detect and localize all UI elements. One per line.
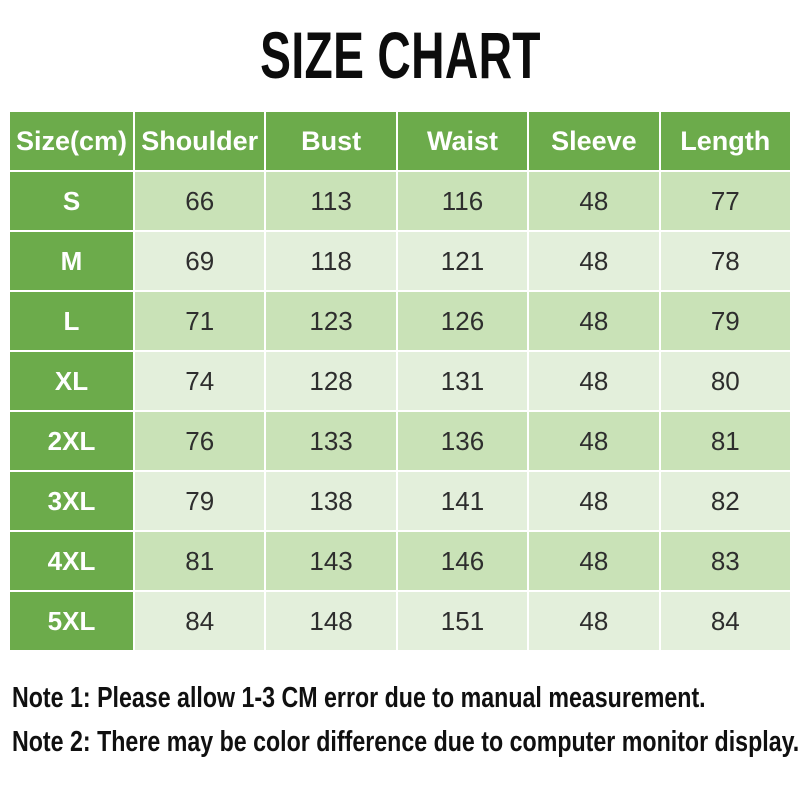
column-header-length: Length: [660, 112, 790, 170]
size-label-4xl: 4XL: [10, 532, 133, 590]
cell-5xl-sleeve: 48: [529, 592, 659, 650]
cell-4xl-bust: 143: [266, 532, 396, 590]
size-label-l: L: [10, 292, 133, 350]
cell-m-bust: 118: [266, 232, 396, 290]
cell-l-shoulder: 71: [135, 292, 265, 350]
cell-5xl-bust: 148: [266, 592, 396, 650]
column-header-bust: Bust: [266, 112, 396, 170]
cell-xl-shoulder: 74: [135, 352, 265, 410]
cell-5xl-length: 84: [660, 592, 790, 650]
cell-4xl-shoulder: 81: [135, 532, 265, 590]
notes-section: Note 1: Please allow 1-3 CM error due to…: [12, 676, 800, 764]
note-line-2: Note 2: There may be color difference du…: [12, 726, 800, 758]
size-chart-table: Size(cm) Shoulder Bust Waist Sleeve Leng…: [10, 112, 790, 650]
cell-xl-bust: 128: [266, 352, 396, 410]
cell-4xl-sleeve: 48: [529, 532, 659, 590]
cell-3xl-length: 82: [660, 472, 790, 530]
cell-s-length: 77: [660, 172, 790, 230]
cell-3xl-bust: 138: [266, 472, 396, 530]
cell-m-shoulder: 69: [135, 232, 265, 290]
cell-l-waist: 126: [397, 292, 528, 350]
column-header-size: Size(cm): [10, 112, 133, 170]
cell-4xl-length: 83: [660, 532, 790, 590]
size-label-5xl: 5XL: [10, 592, 133, 650]
cell-3xl-waist: 141: [397, 472, 528, 530]
cell-s-waist: 116: [397, 172, 528, 230]
cell-l-sleeve: 48: [529, 292, 659, 350]
cell-3xl-sleeve: 48: [529, 472, 659, 530]
cell-4xl-waist: 146: [397, 532, 528, 590]
column-header-waist: Waist: [397, 112, 528, 170]
cell-xl-sleeve: 48: [529, 352, 659, 410]
cell-3xl-shoulder: 79: [135, 472, 265, 530]
cell-xl-waist: 131: [397, 352, 528, 410]
title-container: SIZE CHART: [0, 22, 800, 88]
cell-2xl-waist: 136: [397, 412, 528, 470]
cell-2xl-sleeve: 48: [529, 412, 659, 470]
size-label-xl: XL: [10, 352, 133, 410]
cell-l-bust: 123: [266, 292, 396, 350]
cell-m-waist: 121: [397, 232, 528, 290]
cell-5xl-shoulder: 84: [135, 592, 265, 650]
cell-2xl-length: 81: [660, 412, 790, 470]
note-line-1: Note 1: Please allow 1-3 CM error due to…: [12, 682, 706, 714]
cell-s-shoulder: 66: [135, 172, 265, 230]
size-label-m: M: [10, 232, 133, 290]
size-label-2xl: 2XL: [10, 412, 133, 470]
cell-m-sleeve: 48: [529, 232, 659, 290]
cell-2xl-bust: 133: [266, 412, 396, 470]
cell-m-length: 78: [660, 232, 790, 290]
cell-s-sleeve: 48: [529, 172, 659, 230]
column-header-sleeve: Sleeve: [529, 112, 659, 170]
cell-2xl-shoulder: 76: [135, 412, 265, 470]
column-header-shoulder: Shoulder: [135, 112, 265, 170]
size-label-3xl: 3XL: [10, 472, 133, 530]
cell-l-length: 79: [660, 292, 790, 350]
page-title: SIZE CHART: [259, 18, 541, 92]
cell-xl-length: 80: [660, 352, 790, 410]
size-label-s: S: [10, 172, 133, 230]
cell-5xl-waist: 151: [397, 592, 528, 650]
cell-s-bust: 113: [266, 172, 396, 230]
